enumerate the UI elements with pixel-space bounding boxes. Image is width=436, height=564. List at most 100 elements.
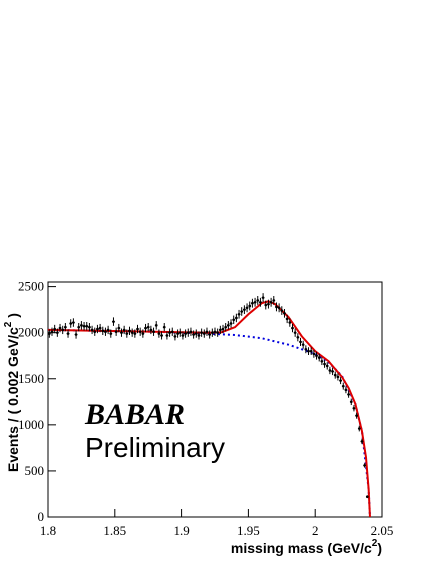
y-tick-label: 1500 — [18, 371, 44, 386]
data-point — [160, 334, 163, 337]
data-point — [245, 306, 249, 310]
data-point — [325, 364, 329, 368]
data-point — [176, 332, 179, 335]
x-tick-label: 2.05 — [371, 523, 394, 538]
y-tick-label: 1000 — [18, 417, 44, 432]
data-point — [269, 300, 273, 304]
data-point — [277, 306, 281, 310]
data-point — [141, 332, 145, 335]
x-title-end: ) — [377, 540, 382, 556]
data-point — [112, 320, 115, 323]
data-point — [168, 331, 171, 334]
data-point — [136, 327, 139, 331]
data-point — [360, 440, 364, 443]
data-point — [133, 332, 137, 335]
data-point — [170, 330, 174, 334]
y-title-end: ) — [5, 313, 21, 322]
data-point — [53, 327, 56, 331]
data-point — [248, 304, 252, 308]
data-point — [237, 312, 241, 316]
data-point — [181, 334, 185, 337]
data-point — [125, 332, 129, 335]
data-point — [122, 328, 126, 332]
data-point — [56, 331, 59, 334]
data-point — [232, 318, 236, 322]
data-point — [72, 321, 75, 324]
data-point — [101, 329, 105, 333]
data-point — [173, 335, 177, 338]
plot-frame — [47, 281, 383, 518]
x-tick-label: 1.8 — [40, 523, 56, 538]
data-point — [363, 464, 366, 467]
data-point — [355, 414, 358, 417]
data-point — [192, 333, 195, 336]
data-point — [301, 343, 305, 346]
data-point — [66, 332, 70, 335]
data-point — [162, 325, 166, 329]
y-tick-label: 0 — [38, 509, 45, 524]
data-point — [114, 330, 118, 334]
data-point — [307, 349, 310, 353]
data-point — [200, 331, 203, 334]
x-tick-label: 2 — [312, 523, 319, 538]
data-point — [328, 369, 332, 372]
data-point — [96, 327, 99, 331]
data-point — [104, 330, 107, 334]
data-point — [259, 300, 262, 304]
data-point — [77, 325, 81, 329]
data-point — [106, 328, 110, 332]
data-point — [341, 384, 345, 388]
data-point — [229, 322, 233, 325]
data-point — [130, 331, 134, 334]
x-axis-title: missing mass (GeV/c2) — [231, 538, 382, 556]
data-point — [315, 354, 318, 358]
data-point — [280, 309, 284, 312]
data-point — [304, 347, 308, 351]
data-point — [64, 325, 67, 329]
data-point — [184, 332, 187, 335]
data-point — [82, 324, 86, 328]
data-point — [366, 495, 369, 499]
data-point — [296, 335, 300, 339]
data-point — [339, 379, 342, 382]
data-point — [117, 326, 121, 330]
data-point — [197, 334, 201, 337]
data-point — [178, 331, 182, 334]
data-point — [80, 324, 83, 327]
data-point — [85, 324, 89, 328]
data-point — [267, 302, 270, 306]
data-point — [323, 362, 326, 366]
data-point — [349, 400, 353, 404]
data-point — [50, 330, 54, 334]
data-point — [299, 340, 302, 344]
data-point — [312, 352, 316, 356]
data-point — [344, 388, 348, 392]
data-point — [58, 326, 62, 330]
data-point — [144, 326, 147, 330]
data-point — [336, 375, 340, 379]
data-point — [293, 331, 297, 334]
data-point — [189, 330, 193, 334]
data-point — [149, 328, 153, 332]
data-point — [291, 326, 294, 330]
y-tick-label: 500 — [25, 463, 45, 478]
data-point — [251, 301, 254, 305]
x-tick-label: 1.85 — [103, 523, 126, 538]
data-point — [261, 296, 265, 299]
x-title-text: missing mass (GeV/c — [231, 540, 372, 556]
data-point — [88, 325, 91, 329]
data-point — [221, 327, 225, 331]
data-point — [120, 331, 123, 334]
data-point — [213, 330, 217, 334]
data-point — [235, 316, 238, 320]
data-point — [227, 324, 230, 327]
data-point — [98, 326, 102, 330]
data-point — [74, 333, 78, 336]
data-point — [320, 359, 324, 363]
preliminary-label: Preliminary — [85, 432, 225, 463]
data-point — [203, 332, 206, 335]
data-point — [61, 328, 64, 332]
data-point — [93, 330, 97, 334]
y-axis-title: Events / ( 0.002 GeV/c2 ) — [3, 313, 21, 472]
data-point — [208, 333, 211, 336]
